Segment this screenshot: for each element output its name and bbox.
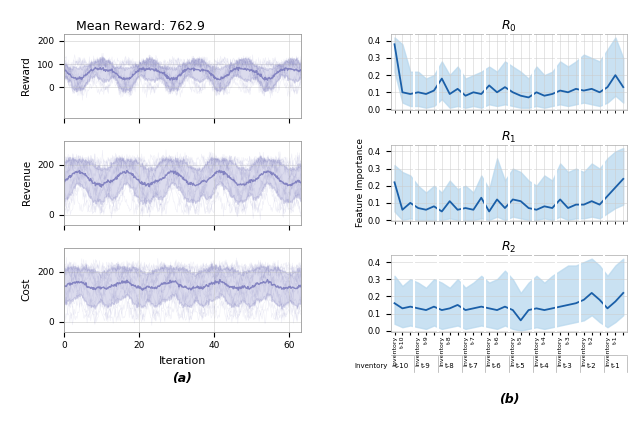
Text: t-8: t-8 — [445, 363, 454, 369]
Title: $R_1$: $R_1$ — [501, 130, 516, 144]
Text: t-5: t-5 — [516, 363, 525, 369]
Y-axis label: Reward: Reward — [22, 57, 31, 95]
Text: t-7: t-7 — [468, 363, 478, 369]
Text: t-2: t-2 — [587, 363, 596, 369]
Y-axis label: Cost: Cost — [22, 278, 31, 301]
Title: $R_0$: $R_0$ — [501, 19, 516, 34]
Text: t-3: t-3 — [563, 363, 573, 369]
Text: t-9: t-9 — [421, 363, 431, 369]
X-axis label: Iteration: Iteration — [159, 356, 206, 366]
Text: t-6: t-6 — [492, 363, 502, 369]
Text: t-4: t-4 — [540, 363, 549, 369]
Y-axis label: Revenue: Revenue — [22, 160, 31, 205]
Text: (a): (a) — [172, 372, 192, 385]
Title: $R_2$: $R_2$ — [501, 240, 516, 255]
Text: Inventory: Inventory — [354, 363, 387, 369]
Text: Mean Reward: 762.9: Mean Reward: 762.9 — [76, 20, 205, 33]
Text: t-1: t-1 — [611, 363, 620, 369]
Y-axis label: Feature Importance: Feature Importance — [356, 138, 365, 227]
Text: (b): (b) — [499, 393, 519, 406]
Text: t-10: t-10 — [396, 363, 410, 369]
